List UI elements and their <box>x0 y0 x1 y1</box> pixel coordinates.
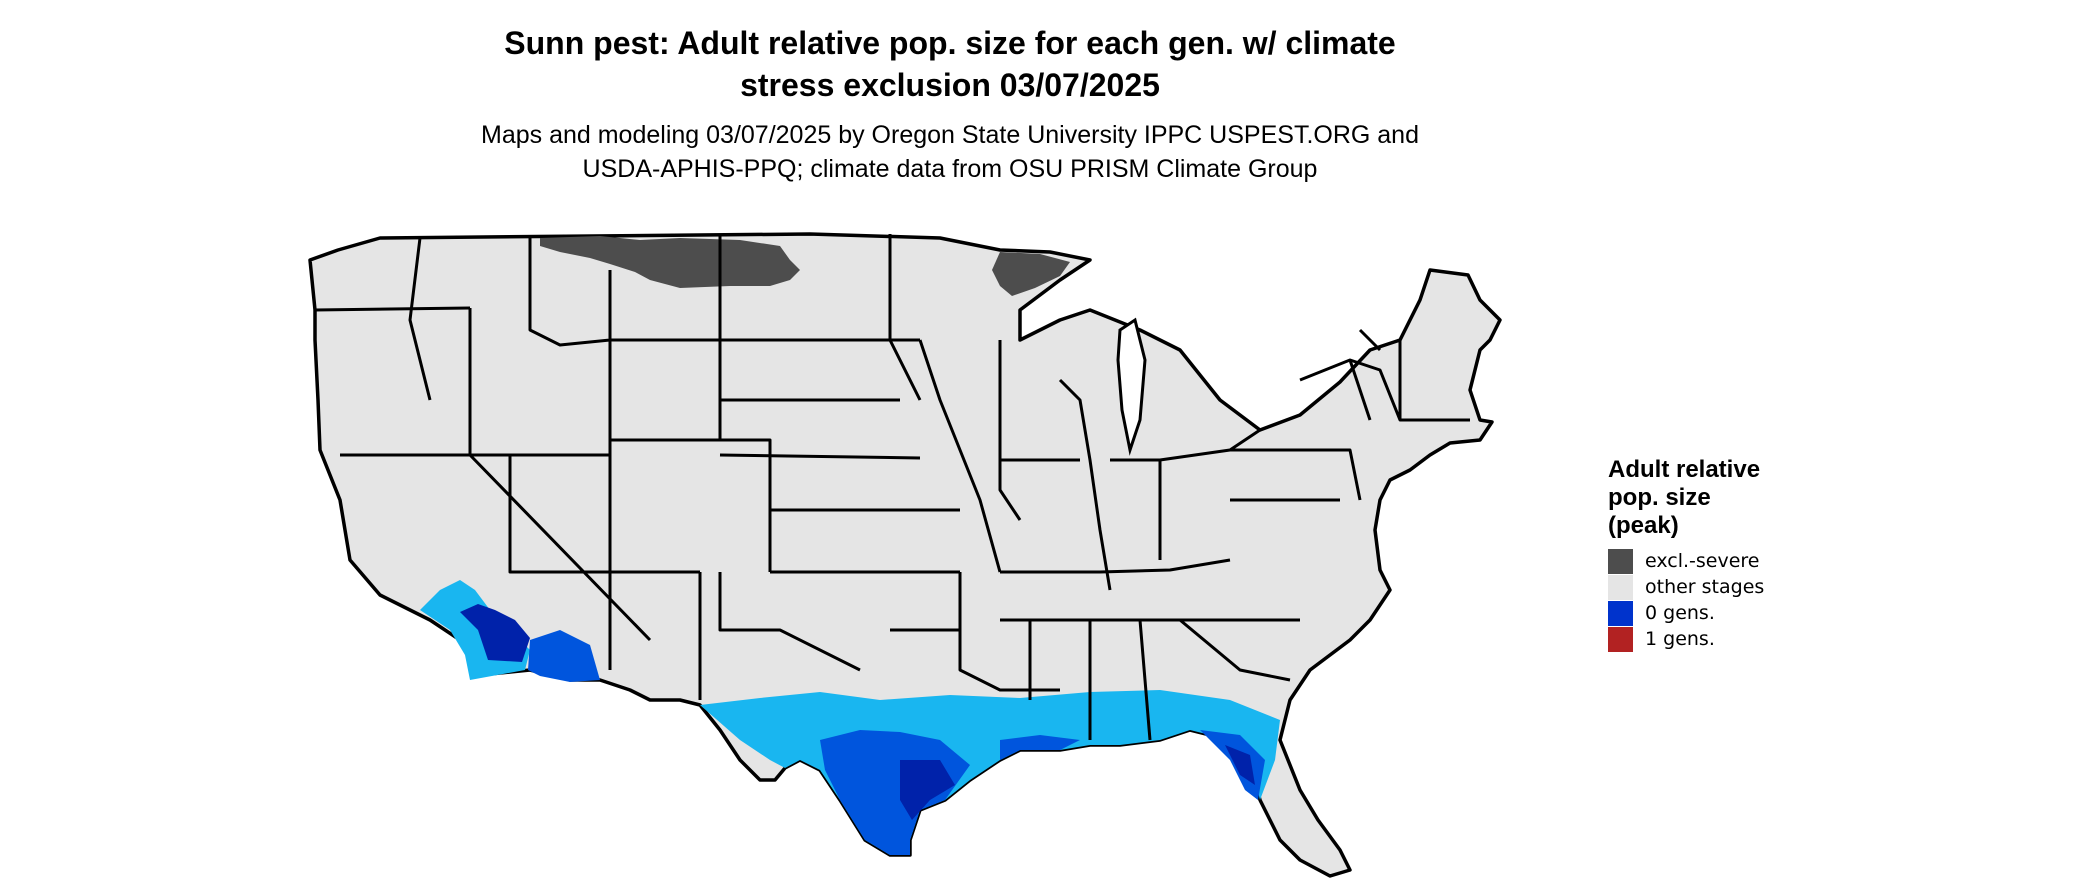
legend-swatch <box>1608 574 1633 600</box>
legend-swatch <box>1608 626 1633 652</box>
excluded-zone-minnesota <box>992 252 1070 296</box>
legend-label: other stages <box>1645 576 1765 598</box>
legend-title-line-3: (peak) <box>1608 512 1679 539</box>
us-map <box>308 232 1502 878</box>
legend-items: excl.-severe other stages 0 gens. 1 gens… <box>1608 548 1868 652</box>
gen-zone-louisiana <box>1000 735 1080 760</box>
legend-item-0-gens: 0 gens. <box>1608 600 1868 626</box>
gen-zone-florida <box>1200 730 1265 800</box>
legend-item-excl-severe: excl.-severe <box>1608 548 1868 574</box>
legend-item-other-stages: other stages <box>1608 574 1868 600</box>
gen-zone-southwest-dark <box>460 604 530 662</box>
legend-swatch <box>1608 548 1633 574</box>
gen-zone-gulf-mid <box>820 730 970 855</box>
legend: Adult relative pop. size (peak) excl.-se… <box>1608 456 1868 652</box>
legend-label: 1 gens. <box>1645 628 1715 650</box>
gen-zone-arizona <box>528 630 600 682</box>
title-line-2: stress exclusion 03/07/2025 <box>740 67 1160 103</box>
legend-title-line-2: pop. size <box>1608 484 1711 511</box>
map-title: Sunn pest: Adult relative pop. size for … <box>0 22 1900 106</box>
legend-swatch <box>1608 600 1633 626</box>
gen-zone-gulf-light <box>700 690 1280 855</box>
legend-item-1-gens: 1 gens. <box>1608 626 1868 652</box>
state-borders <box>314 234 1470 741</box>
legend-label: 0 gens. <box>1645 602 1715 624</box>
excluded-zone-montana-nd <box>540 236 800 288</box>
lake-michigan <box>1116 317 1147 456</box>
gen-zone-florida-dark <box>1225 745 1255 785</box>
title-line-1: Sunn pest: Adult relative pop. size for … <box>504 25 1396 61</box>
legend-title-line-1: Adult relative <box>1608 456 1761 483</box>
legend-label: excl.-severe <box>1645 550 1760 572</box>
subtitle-line-2: USDA-APHIS-PPQ; climate data from OSU PR… <box>582 155 1318 183</box>
subtitle-line-1: Maps and modeling 03/07/2025 by Oregon S… <box>481 121 1419 149</box>
gen-zone-texas-dark <box>900 760 955 820</box>
legend-title: Adult relative pop. size (peak) <box>1608 456 1808 540</box>
map-subtitle: Maps and modeling 03/07/2025 by Oregon S… <box>0 118 1900 186</box>
